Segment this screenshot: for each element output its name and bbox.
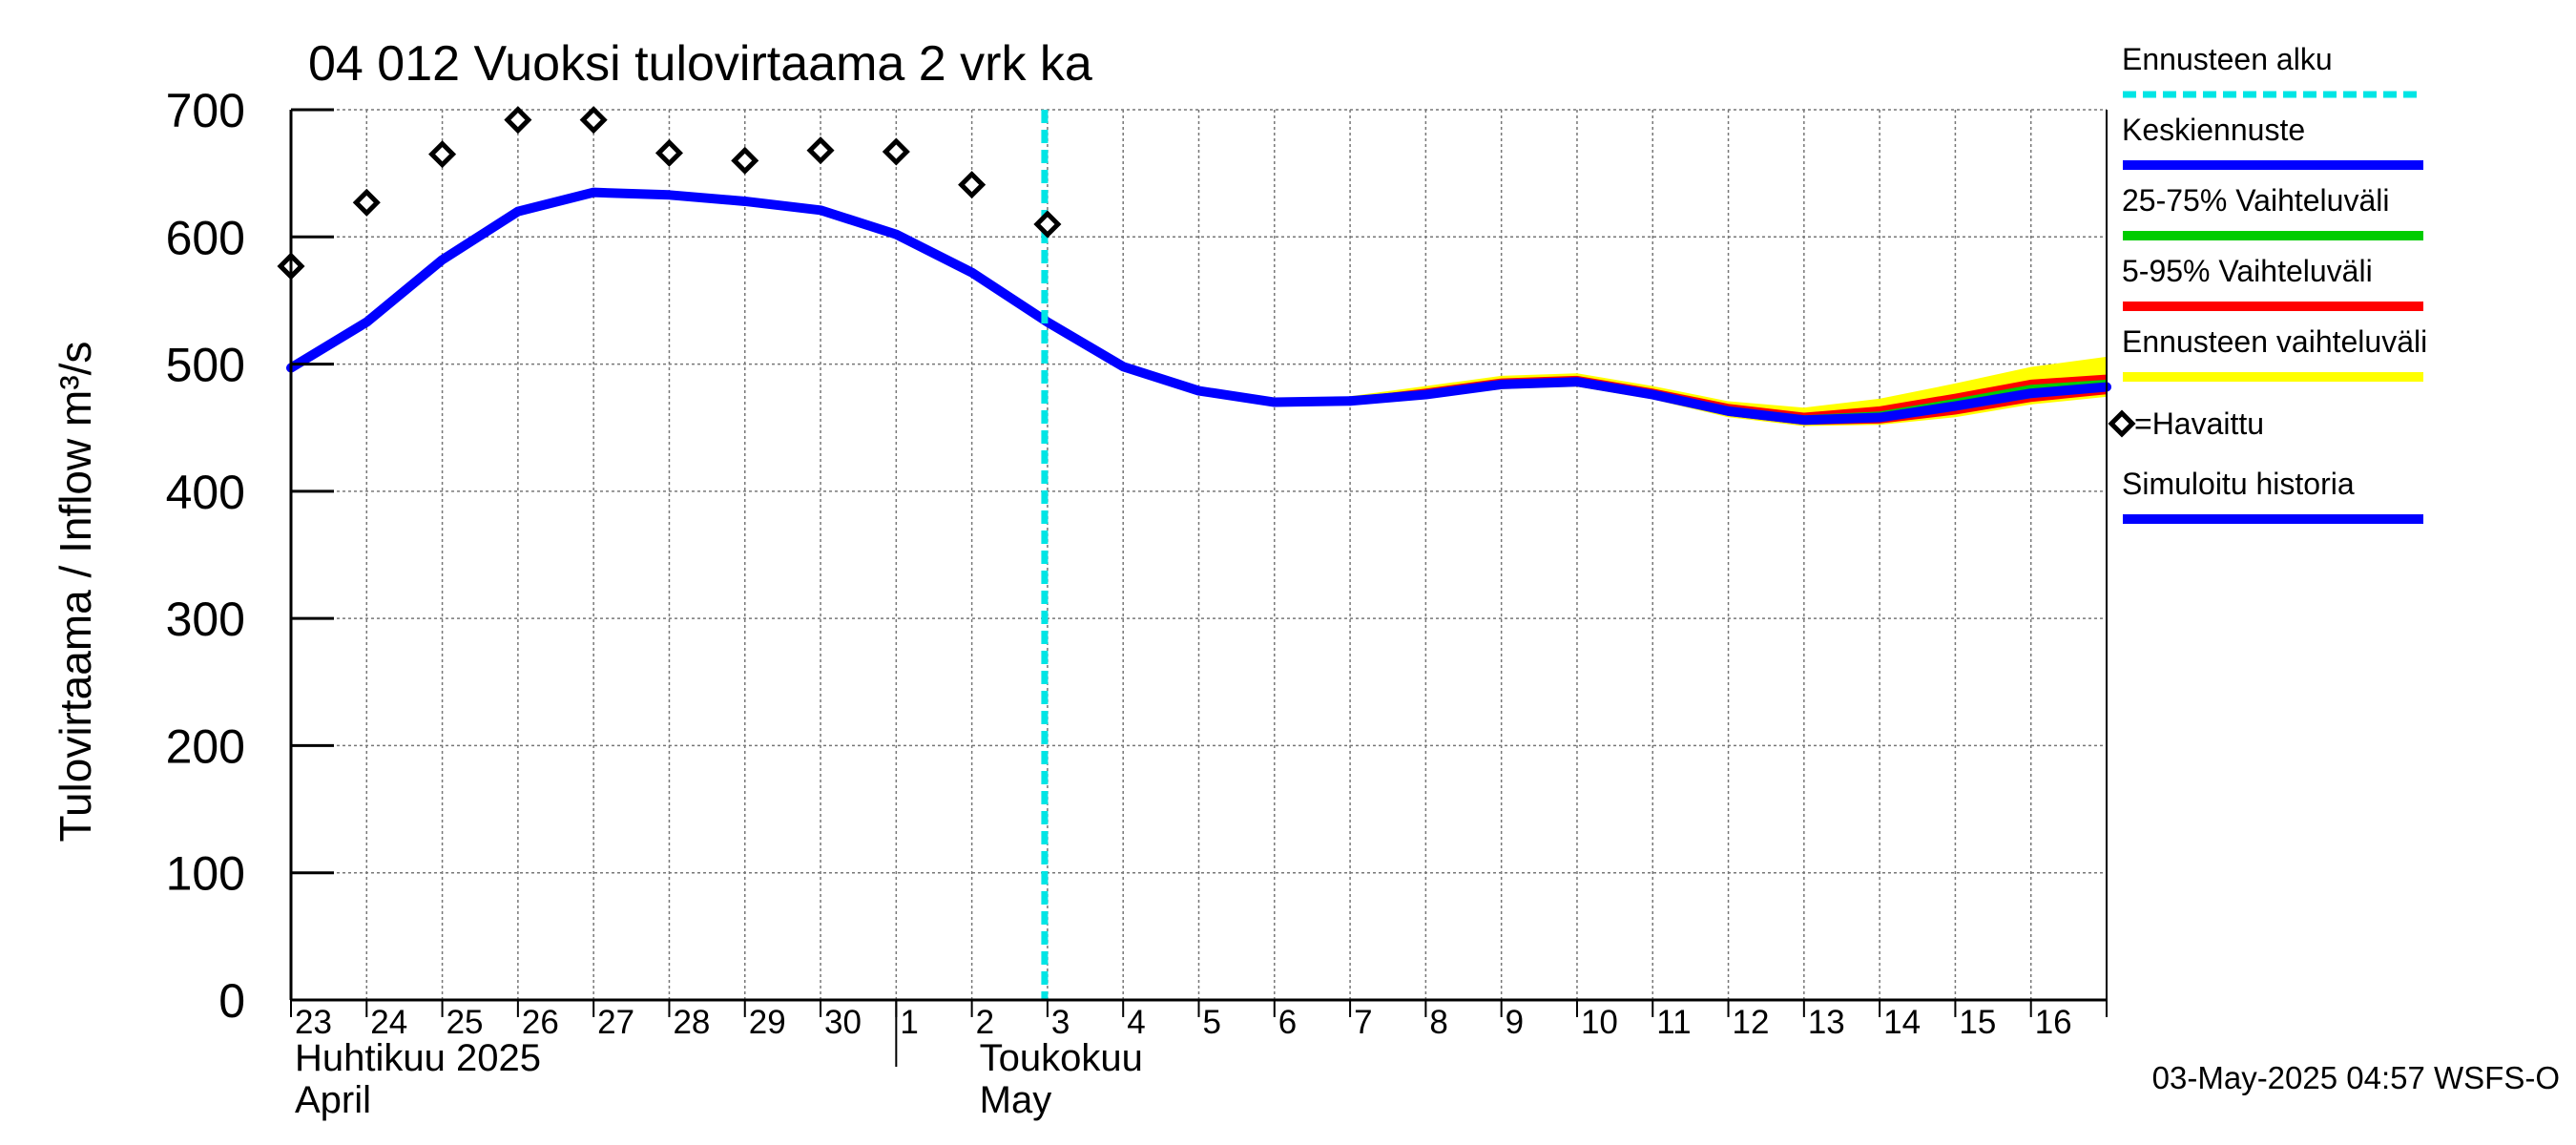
chart-title: 04 012 Vuoksi tulovirtaama 2 vrk ka: [308, 36, 1092, 92]
grid: [291, 109, 2108, 1000]
month-label: Huhtikuu 2025: [295, 1037, 541, 1079]
month-label: Toukokuu: [980, 1037, 1143, 1079]
month-label-en: April: [295, 1079, 371, 1121]
legend-label: 5-95% Vaihteluväli: [2122, 254, 2373, 288]
x-tick-label: 27: [597, 1004, 634, 1041]
y-tick-label: 600: [166, 211, 245, 264]
observed-point: [731, 146, 759, 175]
observed-point: [958, 171, 987, 199]
x-tick-label: 6: [1278, 1004, 1297, 1041]
legend-label: 25-75% Vaihteluväli: [2122, 183, 2389, 218]
observed-point: [428, 140, 457, 169]
y-tick-label: 200: [166, 719, 245, 773]
legend-label: Keskiennuste: [2122, 113, 2305, 147]
x-tick-label: 15: [1959, 1004, 1996, 1041]
x-tick-label: 11: [1656, 1004, 1691, 1041]
y-tick-label: 400: [166, 466, 245, 519]
x-tick-label: 29: [749, 1004, 786, 1041]
median-forecast-line: [1345, 377, 2111, 426]
x-tick-label: 7: [1354, 1004, 1372, 1041]
x-tick-label: 26: [522, 1004, 559, 1041]
y-tick-label: 0: [218, 974, 245, 1028]
x-tick-label: 24: [370, 1004, 407, 1041]
x-tick-label: 8: [1429, 1004, 1447, 1041]
x-tick-label: 2: [976, 1004, 994, 1041]
month-label-en: May: [980, 1079, 1052, 1121]
y-axis-label: Tulovirtaama / Inflow m³/s: [51, 342, 100, 843]
x-tick-label: 9: [1506, 1004, 1524, 1041]
timestamp: 03-May-2025 04:57 WSFS-O: [2152, 1060, 2560, 1095]
x-tick-label: 5: [1203, 1004, 1221, 1041]
observed-point: [654, 138, 683, 167]
observed-point: [504, 106, 532, 135]
x-tick-label: 3: [1051, 1004, 1070, 1041]
legend-label: =Havaittu: [2134, 406, 2264, 441]
legend: Ennusteen alku Keskiennuste 25-75% Vaihtel…: [2108, 42, 2427, 524]
x-tick-label: 28: [673, 1004, 710, 1041]
simulated-history-line: [286, 187, 1356, 407]
x-tick-label: 4: [1127, 1004, 1145, 1041]
y-tick-label: 500: [166, 339, 245, 392]
series-layer: [277, 106, 2111, 1000]
y-tick-label: 100: [166, 847, 245, 901]
legend-label: Ennusteen alku: [2122, 42, 2333, 76]
observed-point: [1033, 210, 1062, 239]
observed-point: [579, 106, 608, 135]
y-tick-label: 300: [166, 593, 245, 646]
x-tick-label: 10: [1581, 1004, 1618, 1041]
x-tick-label: 16: [2035, 1004, 2072, 1041]
x-tick-label: 12: [1733, 1004, 1770, 1041]
legend-observed-marker: [2108, 409, 2136, 438]
observed-point: [806, 136, 835, 165]
legend-label: Simuloitu historia: [2122, 467, 2355, 501]
y-tick-label: 700: [166, 84, 245, 137]
x-tick-label: 13: [1808, 1004, 1845, 1041]
observed-point: [352, 188, 381, 217]
observed-point: [882, 137, 910, 166]
x-tick-label: 25: [447, 1004, 484, 1041]
legend-label: Ennusteen vaihteluväli: [2122, 324, 2427, 359]
x-tick-label: 1: [900, 1004, 918, 1041]
x-tick-label: 14: [1883, 1004, 1921, 1041]
x-tick-label: 30: [824, 1004, 862, 1041]
x-tick-label: 23: [295, 1004, 332, 1041]
